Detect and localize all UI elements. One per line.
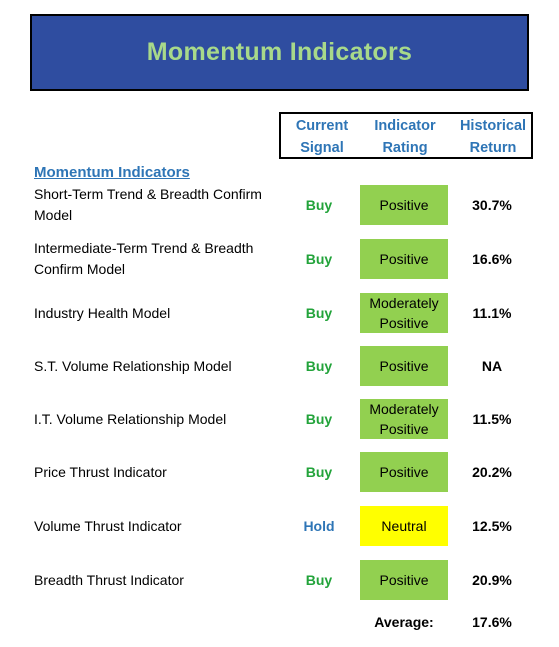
table-row: Price Thrust Indicator Buy Positive 20.2… [0, 450, 559, 494]
return-value: 20.2% [472, 464, 512, 480]
rating-cell: Neutral [359, 505, 449, 547]
indicator-name: Short-Term Trend & Breadth Confirm Model [34, 186, 262, 223]
return-value: NA [481, 358, 503, 374]
title-banner: Momentum Indicators [30, 14, 529, 91]
table-row: Intermediate-Term Trend & Breadth Confir… [0, 237, 559, 281]
rating-cell: Positive [359, 184, 449, 226]
return-value: 12.5% [472, 518, 512, 534]
rating-cell: Moderately Positive [359, 292, 449, 334]
column-header-current-signal: Current Signal [295, 118, 349, 156]
return-value: 20.9% [472, 572, 512, 588]
return-value: 16.6% [472, 251, 512, 267]
signal-value: Buy [305, 305, 333, 321]
signal-value: Buy [305, 358, 333, 374]
signal-value: Buy [305, 411, 333, 427]
table-row: S.T. Volume Relationship Model Buy Posit… [0, 344, 559, 388]
column-header-box [279, 112, 533, 159]
return-value: 30.7% [472, 197, 512, 213]
section-title: Momentum Indicators [34, 164, 190, 181]
rating-cell: Moderately Positive [359, 398, 449, 440]
signal-value: Buy [305, 197, 333, 213]
indicator-name: Volume Thrust Indicator [34, 517, 182, 534]
rating-cell: Positive [359, 238, 449, 280]
column-header-historical-return: Historical Return [459, 118, 527, 156]
indicator-name: I.T. Volume Relationship Model [34, 410, 227, 427]
signal-value: Buy [305, 251, 333, 267]
table-row: Industry Health Model Buy Moderately Pos… [0, 291, 559, 335]
indicator-name: Price Thrust Indicator [34, 463, 167, 480]
signal-value: Buy [305, 464, 333, 480]
average-value: 17.6% [472, 614, 512, 630]
rating-cell: Positive [359, 451, 449, 493]
indicator-name: Intermediate-Term Trend & Breadth Confir… [34, 240, 254, 277]
table-row: Short-Term Trend & Breadth Confirm Model… [0, 183, 559, 227]
return-value: 11.1% [472, 305, 512, 321]
table-row: Volume Thrust Indicator Hold Neutral 12.… [0, 504, 559, 548]
page-title: Momentum Indicators [146, 38, 413, 66]
indicator-name: Industry Health Model [34, 304, 171, 321]
indicator-name: Breadth Thrust Indicator [34, 571, 184, 588]
table-row: I.T. Volume Relationship Model Buy Moder… [0, 397, 559, 441]
table-row: Breadth Thrust Indicator Buy Positive 20… [0, 558, 559, 602]
signal-value: Buy [305, 572, 333, 588]
rating-cell: Positive [359, 559, 449, 601]
average-label: Average: [374, 614, 434, 630]
signal-value: Hold [303, 518, 335, 534]
return-value: 11.5% [472, 411, 512, 427]
indicator-name: S.T. Volume Relationship Model [34, 357, 232, 374]
column-header-indicator-rating: Indicator Rating [374, 118, 436, 156]
rating-cell: Positive [359, 345, 449, 387]
